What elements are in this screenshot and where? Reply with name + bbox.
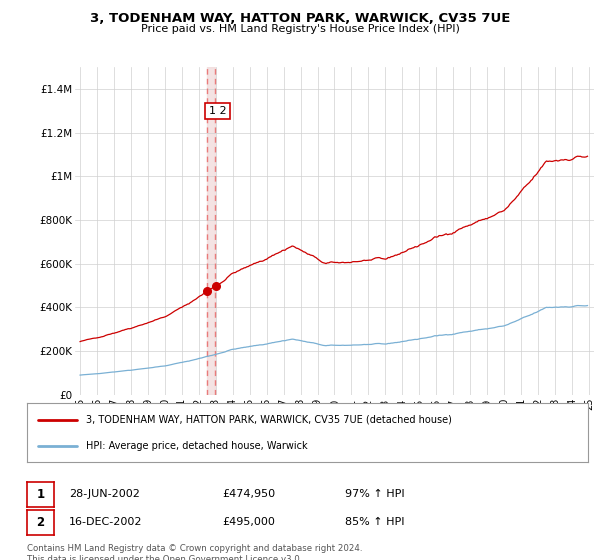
Text: 97% ↑ HPI: 97% ↑ HPI <box>345 489 404 499</box>
Text: 28-JUN-2002: 28-JUN-2002 <box>69 489 140 499</box>
Text: 3, TODENHAM WAY, HATTON PARK, WARWICK, CV35 7UE: 3, TODENHAM WAY, HATTON PARK, WARWICK, C… <box>90 12 510 25</box>
Text: 1 2: 1 2 <box>209 106 226 116</box>
Text: 2: 2 <box>37 516 44 529</box>
Text: £474,950: £474,950 <box>222 489 275 499</box>
Text: Price paid vs. HM Land Registry's House Price Index (HPI): Price paid vs. HM Land Registry's House … <box>140 24 460 34</box>
Text: 85% ↑ HPI: 85% ↑ HPI <box>345 517 404 527</box>
Bar <box>207 67 215 395</box>
Text: Contains HM Land Registry data © Crown copyright and database right 2024.
This d: Contains HM Land Registry data © Crown c… <box>27 544 362 560</box>
Text: 3, TODENHAM WAY, HATTON PARK, WARWICK, CV35 7UE (detached house): 3, TODENHAM WAY, HATTON PARK, WARWICK, C… <box>86 414 452 424</box>
Text: 16-DEC-2002: 16-DEC-2002 <box>69 517 143 527</box>
Text: HPI: Average price, detached house, Warwick: HPI: Average price, detached house, Warw… <box>86 441 308 451</box>
Text: £495,000: £495,000 <box>222 517 275 527</box>
Text: 1: 1 <box>37 488 44 501</box>
